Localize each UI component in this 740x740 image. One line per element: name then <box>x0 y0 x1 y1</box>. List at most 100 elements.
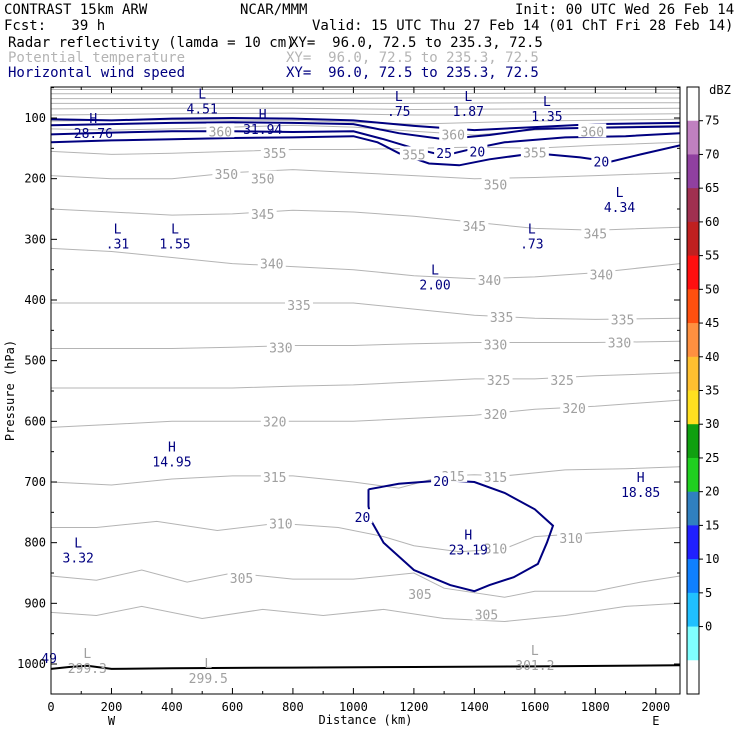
theta-label-320-23: 320 <box>263 415 286 430</box>
x-tick-label-200: 200 <box>101 700 123 714</box>
colorbar-label-60: 60 <box>705 215 719 229</box>
theta-label-bg-1 <box>248 170 277 185</box>
theta-contour-350-10 <box>51 169 680 180</box>
field-theta-name: Potential temperature <box>8 50 186 66</box>
extremum-L-marker-8: L <box>171 222 179 237</box>
x-tick-label-1200: 1200 <box>399 700 428 714</box>
colorbar-label-35: 35 <box>705 384 719 398</box>
theta-label-315-28: 315 <box>484 471 507 486</box>
theta-contour-upper-14 <box>51 112 680 116</box>
extremum-L-value-8: 1.55 <box>159 237 190 252</box>
theta-label-310-29: 310 <box>269 517 292 532</box>
theta-label-bg-4 <box>399 146 428 161</box>
extremum-L-marker-2: L <box>198 88 206 103</box>
theta-label-bg-28 <box>481 469 510 484</box>
wind-label-20-4: 20 <box>594 156 610 171</box>
theta-label-bg-18 <box>266 339 295 354</box>
theta-label-bg-5 <box>520 144 549 159</box>
colorbar-label-25: 25 <box>705 451 719 465</box>
header-valid: Valid: 15 UTC Thu 27 Feb 14 (01 ChT Fri … <box>312 18 734 34</box>
theta-label-335-15: 335 <box>287 299 310 314</box>
theta-contour-315-3 <box>51 466 680 489</box>
theta-contour-upper-15 <box>51 107 680 111</box>
x-tick-label-400: 400 <box>161 700 183 714</box>
theta-label-325-21: 325 <box>487 374 510 389</box>
theta-label-bg-17 <box>608 311 637 326</box>
theta-label-bg-6 <box>206 123 235 138</box>
theta-label-bg-31 <box>557 529 586 544</box>
theta-label-bg-19 <box>481 336 510 351</box>
colorbar-swatch-1 <box>687 120 699 155</box>
x-tick-label-800: 800 <box>282 700 304 714</box>
wind-label-20-1: 20 <box>433 475 449 490</box>
extremum-H-value-1: 31.94 <box>243 123 282 138</box>
colorbar-label-0: 0 <box>705 620 712 634</box>
colorbar-swatch-5 <box>687 255 699 290</box>
extremum-L-value-7: .31 <box>106 237 129 252</box>
theta-label-bg-3 <box>260 145 289 160</box>
y-axis-title: Pressure (hPa) <box>3 340 17 441</box>
theta-contour-305-1 <box>51 602 680 623</box>
theta-label-bg-12 <box>257 255 286 270</box>
wind-contour-layer <box>51 116 680 670</box>
wind-contour-20-1 <box>51 116 680 132</box>
y-tick-label-800: 800 <box>24 536 46 550</box>
y-tick-label-900: 900 <box>24 596 46 610</box>
theta-contour-330-6 <box>51 340 680 349</box>
colorbar-swatch-16 <box>687 626 699 661</box>
theta-label-355-5: 355 <box>523 147 546 162</box>
wind-label-bg-1 <box>431 472 452 487</box>
y-tick-label-600: 600 <box>24 414 46 428</box>
y-tick-label-200: 200 <box>24 172 46 186</box>
extremum-L-marker-15: L <box>83 647 91 662</box>
theta-label-bg-26 <box>260 469 289 484</box>
colorbar-label-10: 10 <box>705 552 719 566</box>
theta-label-355-3: 355 <box>263 147 286 162</box>
extremum-L-marker-6: L <box>616 186 624 201</box>
theta-label-360-6: 360 <box>209 125 232 140</box>
theta-label-360-8: 360 <box>581 125 604 140</box>
theta-contour-325-5 <box>51 372 680 389</box>
theta-label-345-9: 345 <box>251 208 274 223</box>
theta-label-bg-9 <box>248 205 277 220</box>
y-tick-label-100: 100 <box>24 111 46 125</box>
colorbar-swatch-8 <box>687 356 699 391</box>
theta-label-305-32: 305 <box>230 572 253 587</box>
theta-label-bg-10 <box>460 217 489 232</box>
theta-label-310-31: 310 <box>559 532 582 547</box>
extremum-L-value-6: 4.34 <box>604 201 635 216</box>
theta-label-315-26: 315 <box>263 471 286 486</box>
colorbar-label-65: 65 <box>705 181 719 195</box>
colorbar-label-30: 30 <box>705 417 719 431</box>
field-theta-xy: XY= 96.0, 72.5 to 235.3, 72.5 <box>286 50 539 66</box>
theta-label-330-19: 330 <box>484 338 507 353</box>
theta-label-340-12: 340 <box>260 258 283 273</box>
theta-label-350-0: 350 <box>215 168 238 183</box>
theta-label-bg-2 <box>481 176 510 191</box>
extremum-H-value-12: 18.85 <box>621 486 660 501</box>
theta-label-330-20: 330 <box>608 336 631 351</box>
colorbar-label-5: 5 <box>705 586 712 600</box>
theta-contour-upper-17 <box>51 97 680 100</box>
colorbar-swatch-10 <box>687 424 699 459</box>
theta-label-bg-11 <box>581 225 610 240</box>
theta-contour-355-11 <box>51 141 680 155</box>
field-wind-name: Horizontal wind speed <box>8 65 186 81</box>
colorbar-swatch-12 <box>687 491 699 526</box>
colorbar-label-70: 70 <box>705 147 719 161</box>
theta-label-bg-29 <box>266 515 295 530</box>
colorbar-label-55: 55 <box>705 249 719 263</box>
extremum-H-marker-13: H <box>464 529 472 544</box>
field-wind-xy: XY= 96.0, 72.5 to 235.3, 72.5 <box>286 65 539 81</box>
theta-label-335-16: 335 <box>490 311 513 326</box>
x-tick-label-1400: 1400 <box>460 700 489 714</box>
y-tick-label-400: 400 <box>24 293 46 307</box>
extremum-H-marker-1: H <box>259 108 267 123</box>
theta-label-bg-32 <box>227 569 256 584</box>
theta-label-345-11: 345 <box>584 227 607 242</box>
plot-frame <box>50 86 681 695</box>
extremum-L-marker-5: L <box>543 95 551 110</box>
x-tick-label-1800: 1800 <box>581 700 610 714</box>
theta-label-bg-30 <box>481 540 510 555</box>
